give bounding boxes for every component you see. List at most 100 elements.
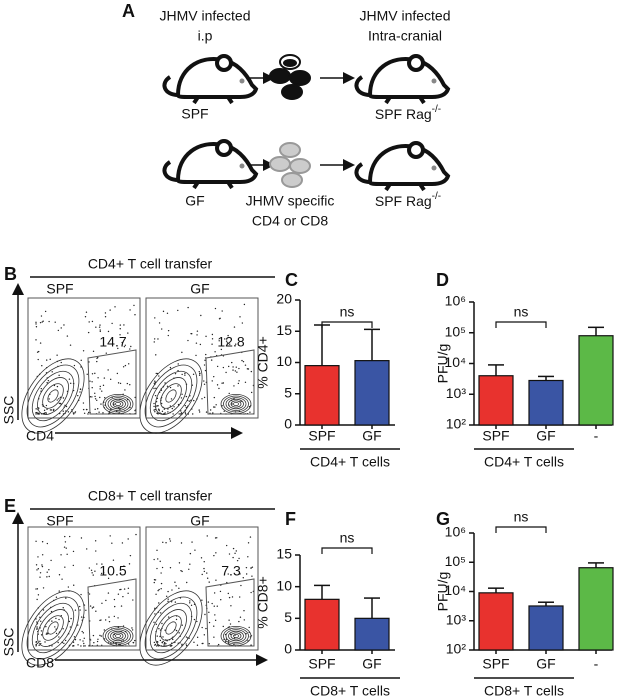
event-dot	[195, 354, 197, 357]
event-dot	[58, 374, 60, 377]
event-dot	[193, 399, 195, 402]
event-dot	[241, 322, 244, 324]
label: SPF	[181, 106, 208, 122]
event-dot	[55, 596, 58, 598]
event-dot	[108, 616, 110, 618]
label: JHMV infected	[159, 8, 250, 24]
event-dot	[156, 645, 158, 647]
event-dot	[211, 338, 214, 340]
event-dot	[132, 641, 135, 644]
event-dot	[44, 310, 47, 313]
event-dot	[117, 626, 120, 628]
event-dot	[58, 636, 60, 638]
event-dot	[203, 383, 206, 385]
event-dot	[97, 638, 99, 640]
group-label: SPF	[46, 281, 73, 297]
event-dot	[94, 570, 96, 572]
event-dot	[200, 557, 203, 559]
event-dot	[35, 564, 38, 566]
event-dot	[99, 385, 101, 388]
event-dot	[203, 567, 205, 570]
panel-letter: G	[436, 509, 450, 529]
event-dot	[218, 340, 220, 342]
x-tick-label: GF	[362, 656, 381, 672]
event-dot	[54, 321, 56, 323]
event-dot	[94, 540, 97, 542]
event-dot	[190, 604, 193, 607]
event-dot	[211, 333, 214, 336]
event-dot	[214, 619, 217, 622]
contour	[26, 596, 80, 660]
contour	[112, 400, 124, 408]
event-dot	[123, 588, 126, 590]
event-dot	[238, 620, 240, 623]
event-dot	[205, 627, 207, 630]
plot-frame	[27, 526, 141, 651]
event-dot	[82, 408, 85, 411]
event-dot	[214, 537, 217, 539]
event-dot	[227, 592, 230, 595]
event-dot	[199, 372, 201, 375]
event-dot	[68, 620, 71, 623]
event-dot	[64, 566, 66, 568]
event-dot	[36, 588, 39, 590]
event-dot	[155, 623, 158, 626]
label: SPF Rag-/-	[375, 191, 441, 209]
event-dot	[214, 614, 216, 616]
event-dot	[82, 350, 85, 352]
contour	[165, 389, 177, 403]
event-dot	[41, 565, 44, 568]
event-dot	[157, 338, 159, 340]
event-dot	[36, 598, 38, 601]
event-dot	[36, 642, 38, 644]
y-axis-label: PFU/g	[435, 344, 451, 384]
event-dot	[181, 570, 183, 573]
event-dot	[47, 633, 49, 635]
contour	[139, 358, 203, 434]
event-dot	[117, 382, 120, 384]
event-dot	[95, 610, 97, 612]
event-dot	[236, 559, 239, 562]
event-dot	[217, 643, 220, 646]
contour	[21, 358, 85, 434]
event-dot	[207, 601, 210, 603]
event-dot	[181, 351, 183, 354]
event-dot	[108, 620, 111, 623]
group-label: GF	[190, 281, 209, 297]
event-dot	[203, 380, 205, 382]
gate	[205, 349, 255, 415]
event-dot	[66, 335, 69, 337]
event-dot	[74, 412, 76, 414]
contour	[110, 630, 126, 642]
event-dot	[50, 559, 52, 562]
event-dot	[104, 397, 106, 399]
event-dot	[100, 572, 103, 575]
event-dot	[120, 588, 122, 591]
event-dot	[82, 402, 85, 404]
event-dot	[72, 641, 75, 643]
event-dot	[203, 364, 206, 366]
event-dot	[87, 331, 90, 334]
event-dot	[250, 391, 253, 394]
event-dot	[215, 579, 217, 581]
event-dot	[39, 572, 42, 574]
event-dot	[42, 320, 44, 322]
event-dot	[107, 369, 109, 371]
event-dot	[46, 576, 48, 578]
event-dot	[167, 616, 170, 618]
event-dot	[120, 605, 123, 607]
event-dot	[57, 329, 60, 332]
event-dot	[239, 316, 241, 318]
contour	[144, 364, 198, 428]
event-dot	[194, 549, 196, 551]
event-dot	[85, 609, 87, 611]
event-dot	[216, 365, 219, 368]
event-dot	[87, 411, 90, 414]
event-dot	[153, 579, 156, 581]
event-dot	[74, 638, 77, 641]
event-dot	[96, 408, 99, 410]
event-dot	[99, 388, 101, 390]
event-dot	[171, 407, 174, 410]
event-dot	[92, 606, 95, 608]
event-dot	[83, 642, 85, 645]
